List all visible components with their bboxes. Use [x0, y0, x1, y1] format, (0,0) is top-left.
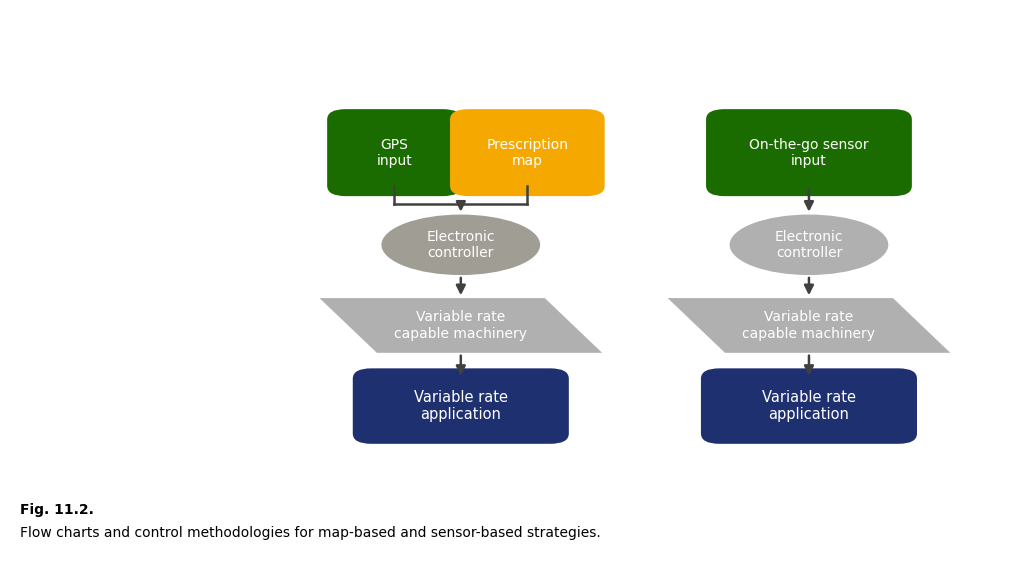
Text: Fig. 11.2.: Fig. 11.2. — [20, 503, 94, 517]
FancyBboxPatch shape — [352, 369, 569, 444]
Ellipse shape — [381, 215, 541, 275]
Text: Variable rate
capable machinery: Variable rate capable machinery — [394, 310, 527, 340]
Text: Prescription
map: Prescription map — [486, 138, 568, 168]
Polygon shape — [319, 298, 602, 353]
FancyBboxPatch shape — [700, 369, 918, 444]
Ellipse shape — [729, 215, 889, 275]
Text: Variable rate
application: Variable rate application — [762, 390, 856, 422]
Text: GPS
input: GPS input — [377, 138, 412, 168]
Text: On-the-go sensor
input: On-the-go sensor input — [750, 138, 868, 168]
Polygon shape — [668, 298, 950, 353]
Text: Variable rate
application: Variable rate application — [414, 390, 508, 422]
Text: Electronic
controller: Electronic controller — [775, 230, 843, 260]
Text: Variable rate
capable machinery: Variable rate capable machinery — [742, 310, 876, 340]
FancyBboxPatch shape — [451, 109, 604, 196]
Text: Flow charts and control methodologies for map-based and sensor-based strategies.: Flow charts and control methodologies fo… — [20, 526, 601, 540]
Text: Electronic
controller: Electronic controller — [427, 230, 495, 260]
FancyBboxPatch shape — [328, 109, 461, 196]
FancyBboxPatch shape — [707, 109, 912, 196]
